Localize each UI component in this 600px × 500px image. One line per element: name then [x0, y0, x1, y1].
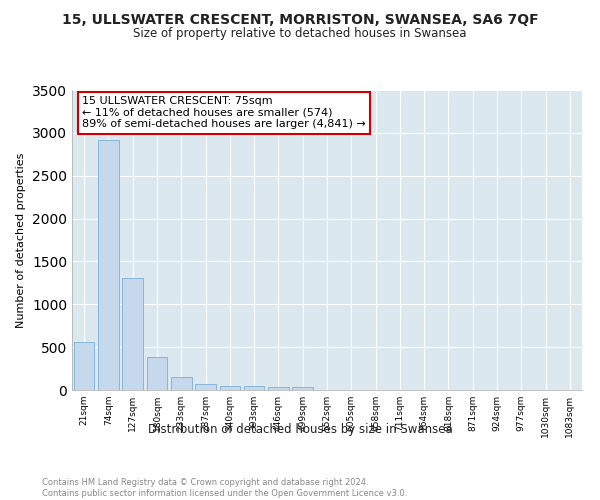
Bar [244, 386, 265, 390]
Text: Distribution of detached houses by size in Swansea: Distribution of detached houses by size … [148, 422, 452, 436]
Bar [171, 376, 191, 390]
Y-axis label: Number of detached properties: Number of detached properties [16, 152, 26, 328]
Text: 15 ULLSWATER CRESCENT: 75sqm
← 11% of detached houses are smaller (574)
89% of s: 15 ULLSWATER CRESCENT: 75sqm ← 11% of de… [82, 96, 366, 129]
Bar [220, 386, 240, 390]
Bar [98, 140, 119, 390]
Bar [195, 384, 216, 390]
Text: 15, ULLSWATER CRESCENT, MORRISTON, SWANSEA, SA6 7QF: 15, ULLSWATER CRESCENT, MORRISTON, SWANS… [62, 12, 538, 26]
Bar [74, 342, 94, 390]
Text: Contains HM Land Registry data © Crown copyright and database right 2024.
Contai: Contains HM Land Registry data © Crown c… [42, 478, 407, 498]
Bar [146, 356, 167, 390]
Bar [268, 387, 289, 390]
Text: Size of property relative to detached houses in Swansea: Size of property relative to detached ho… [133, 28, 467, 40]
Bar [122, 278, 143, 390]
Bar [292, 388, 313, 390]
